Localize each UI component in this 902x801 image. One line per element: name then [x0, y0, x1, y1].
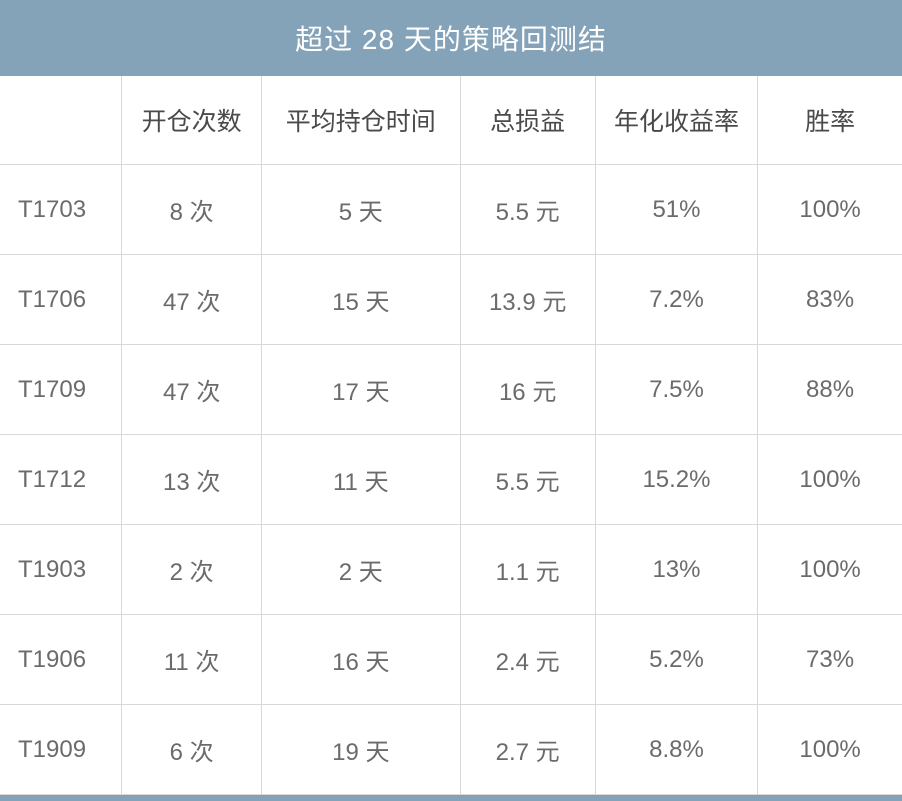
- col-header-contract: [0, 76, 122, 165]
- table-row: T1906 11 次 16 天 2.4 元 5.2% 73%: [0, 615, 902, 705]
- cell-pnl: 5.5 元: [460, 165, 595, 255]
- cell-annual: 13%: [595, 525, 757, 615]
- cell-contract: T1906: [0, 615, 122, 705]
- table-header-row: 开仓次数 平均持仓时间 总损益 年化收益率 胜率: [0, 76, 902, 165]
- cell-annual: 51%: [595, 165, 757, 255]
- cell-contract: T1706: [0, 255, 122, 345]
- col-header-avgtime: 平均持仓时间: [262, 76, 460, 165]
- table-body: T1703 8 次 5 天 5.5 元 51% 100% T1706 47 次 …: [0, 165, 902, 795]
- cell-avgtime: 11 天: [262, 435, 460, 525]
- backtest-table-container: 超过 28 天的策略回测结 开仓次数 平均持仓时间 总损益 年化收益率 胜率 T…: [0, 0, 902, 739]
- col-header-pnl: 总损益: [460, 76, 595, 165]
- cell-avgtime: 5 天: [262, 165, 460, 255]
- cell-avgtime: 19 天: [262, 705, 460, 795]
- cell-avgtime: 15 天: [262, 255, 460, 345]
- cell-winrate: 100%: [758, 705, 902, 795]
- cell-count: 6 次: [122, 705, 262, 795]
- cell-pnl: 13.9 元: [460, 255, 595, 345]
- cell-pnl: 16 元: [460, 345, 595, 435]
- table-row: T1903 2 次 2 天 1.1 元 13% 100%: [0, 525, 902, 615]
- table-row: T1706 47 次 15 天 13.9 元 7.2% 83%: [0, 255, 902, 345]
- table-bottom-border: [0, 795, 902, 801]
- cell-contract: T1709: [0, 345, 122, 435]
- cell-pnl: 1.1 元: [460, 525, 595, 615]
- cell-winrate: 83%: [758, 255, 902, 345]
- cell-annual: 15.2%: [595, 435, 757, 525]
- cell-annual: 7.2%: [595, 255, 757, 345]
- cell-pnl: 2.7 元: [460, 705, 595, 795]
- table-row: T1703 8 次 5 天 5.5 元 51% 100%: [0, 165, 902, 255]
- cell-count: 2 次: [122, 525, 262, 615]
- cell-winrate: 88%: [758, 345, 902, 435]
- cell-count: 47 次: [122, 345, 262, 435]
- cell-count: 47 次: [122, 255, 262, 345]
- table-row: T1709 47 次 17 天 16 元 7.5% 88%: [0, 345, 902, 435]
- cell-winrate: 100%: [758, 435, 902, 525]
- cell-count: 13 次: [122, 435, 262, 525]
- cell-annual: 8.8%: [595, 705, 757, 795]
- cell-count: 11 次: [122, 615, 262, 705]
- cell-annual: 5.2%: [595, 615, 757, 705]
- col-header-count: 开仓次数: [122, 76, 262, 165]
- cell-winrate: 100%: [758, 525, 902, 615]
- cell-pnl: 5.5 元: [460, 435, 595, 525]
- cell-avgtime: 17 天: [262, 345, 460, 435]
- cell-annual: 7.5%: [595, 345, 757, 435]
- table-title: 超过 28 天的策略回测结: [0, 0, 902, 76]
- cell-pnl: 2.4 元: [460, 615, 595, 705]
- cell-winrate: 100%: [758, 165, 902, 255]
- cell-winrate: 73%: [758, 615, 902, 705]
- cell-contract: T1909: [0, 705, 122, 795]
- table-row: T1909 6 次 19 天 2.7 元 8.8% 100%: [0, 705, 902, 795]
- col-header-winrate: 胜率: [758, 76, 902, 165]
- cell-avgtime: 2 天: [262, 525, 460, 615]
- cell-contract: T1712: [0, 435, 122, 525]
- cell-avgtime: 16 天: [262, 615, 460, 705]
- cell-count: 8 次: [122, 165, 262, 255]
- col-header-annual: 年化收益率: [595, 76, 757, 165]
- backtest-table: 开仓次数 平均持仓时间 总损益 年化收益率 胜率 T1703 8 次 5 天 5…: [0, 76, 902, 795]
- cell-contract: T1703: [0, 165, 122, 255]
- table-row: T1712 13 次 11 天 5.5 元 15.2% 100%: [0, 435, 902, 525]
- cell-contract: T1903: [0, 525, 122, 615]
